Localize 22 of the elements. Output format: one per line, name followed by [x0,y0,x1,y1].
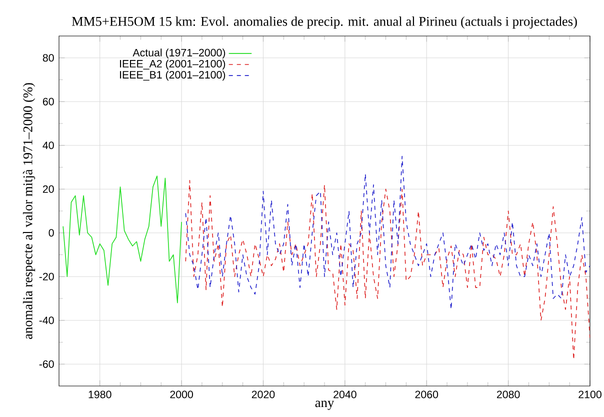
x-tick-label: 2080 [496,390,520,398]
y-tick-label: -20 [39,272,54,280]
y-tick-label: 20 [42,185,54,193]
x-tick-label: 2100 [578,390,602,398]
y-tick-label: 0 [48,229,54,237]
y-tick-label: 40 [42,142,54,150]
x-tick-label: 2060 [415,390,438,398]
x-tick-label: 2040 [334,390,356,398]
legend-label: IEEE_B1 (2001–2100) [120,70,226,81]
y-tick-label: -60 [39,360,54,368]
y-tick-label: -40 [39,316,54,324]
x-tick-label: 1980 [88,390,112,398]
x-tick-label: 2000 [170,390,193,398]
chart-title: MM5+EH5OM 15 km: Evol. anomalies de precip. mit. anual al Pirineu (actuals i projectades) [72,16,577,29]
legend-label: IEEE_A2 (2001–2100) [120,60,226,70]
x-axis-title: any [315,400,334,410]
y-tick-label: 60 [42,98,54,106]
legend-label: Actual (1971–2000) [132,48,226,59]
y-tick-label: 80 [42,54,54,62]
y-axis-title: anomalia respecte al valor mitjà 1971–2000 (%) [22,83,36,339]
x-tick-label: 2020 [252,390,275,398]
line-series [62,176,182,304]
